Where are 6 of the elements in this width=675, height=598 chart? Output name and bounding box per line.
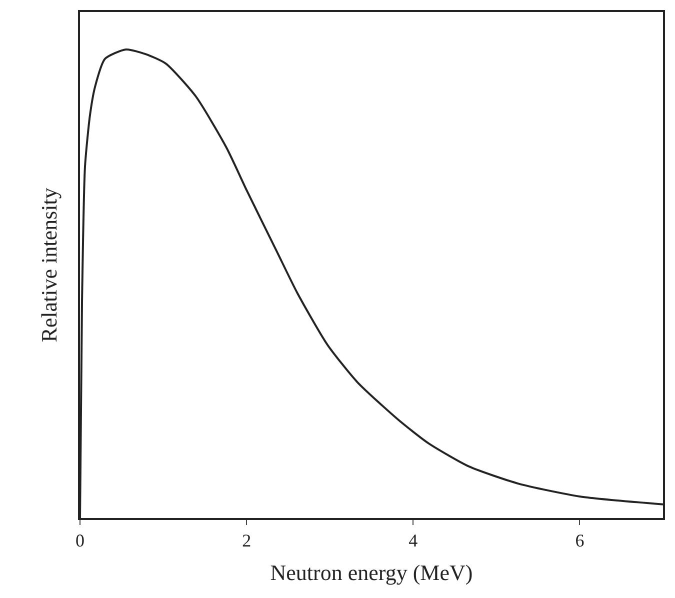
y-axis-title: Relative intensity — [36, 188, 62, 342]
x-tick-label: 6 — [575, 530, 584, 551]
x-tick-label: 2 — [242, 530, 252, 551]
x-tick-label: 0 — [76, 530, 84, 551]
x-axis-title: Neutron energy (MeV) — [270, 560, 473, 585]
x-tick-label: 4 — [408, 530, 418, 551]
